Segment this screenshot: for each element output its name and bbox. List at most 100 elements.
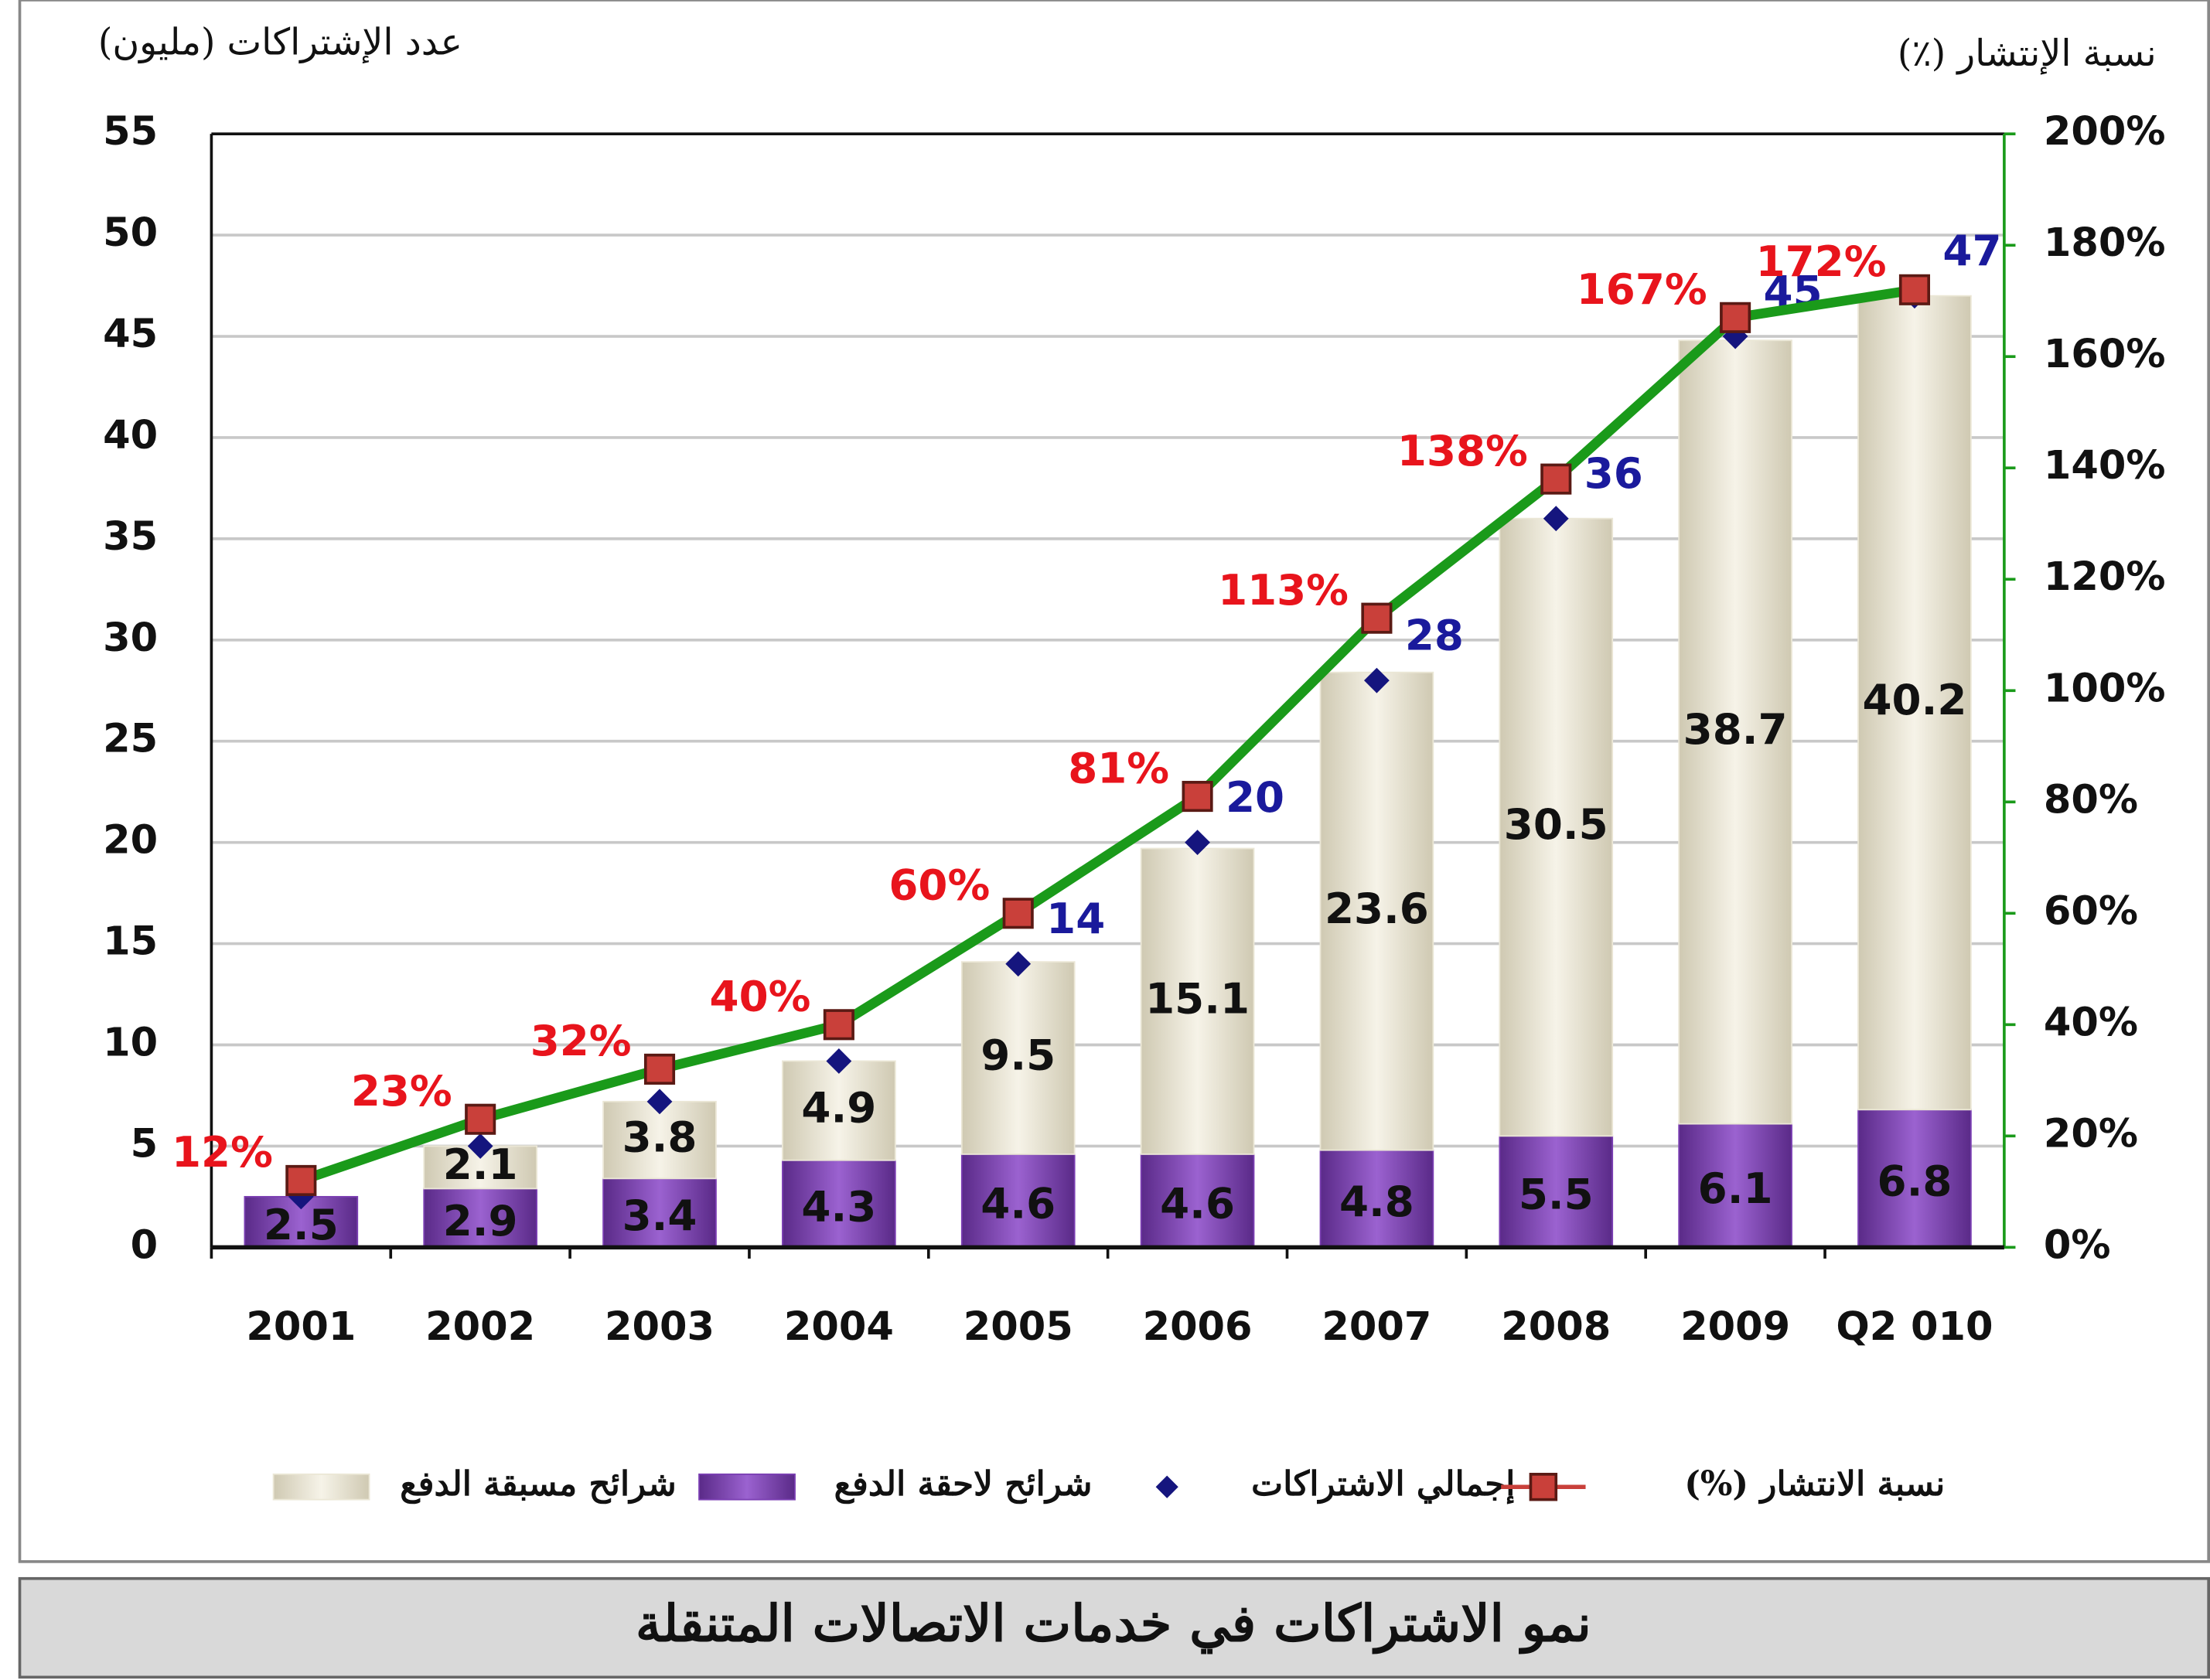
penetration-line: [299, 285, 1915, 1185]
penetration-value-label: 81%: [1068, 743, 1169, 792]
y-tick-label: 10: [103, 1020, 158, 1065]
penetration-marker: [643, 1053, 676, 1085]
y2-tick-label: 20%: [2044, 1111, 2138, 1157]
title-banner: [18, 1576, 2210, 1679]
y-tick-label: 55: [103, 109, 158, 155]
total-marker: [1543, 506, 1569, 532]
y2-tick-label: 0%: [2044, 1222, 2111, 1268]
penetration-marker: [1361, 602, 1393, 634]
penetration-marker: [823, 1009, 854, 1041]
penetration-value-label: 32%: [530, 1016, 632, 1065]
legend-marker: [1155, 1475, 1178, 1498]
x-tick-label: 2002: [425, 1304, 535, 1350]
y-tick-label: 20: [103, 818, 158, 864]
x-tick-label: 2003: [605, 1304, 714, 1350]
x-tick-label: Q2 010: [1836, 1304, 1993, 1350]
bar-segment: [960, 1153, 1076, 1249]
y-tick-label: 25: [103, 717, 158, 762]
bar-value-label: 40.2: [1863, 675, 1967, 724]
bar-value-label: 6.8: [1877, 1157, 1953, 1206]
penetration-marker: [1182, 781, 1213, 813]
legend-swatch: [698, 1473, 796, 1501]
penetration-value-label: 23%: [351, 1066, 452, 1116]
y-tick-label: 40: [103, 413, 158, 458]
total-value-label: 14: [1046, 894, 1105, 943]
y-tick-label: 15: [103, 919, 158, 965]
y-tick-label: 30: [103, 615, 158, 661]
chart-title: نمو الاشتراكات في خدمات الاتصالات المتنق…: [636, 1594, 1591, 1655]
bar-segment: [1499, 517, 1614, 1137]
bar-segment: [1678, 1123, 1792, 1249]
total-value-label: 36: [1584, 448, 1643, 498]
bar-value-label: 6.1: [1698, 1164, 1773, 1213]
bar-value-label: 3.8: [622, 1113, 697, 1162]
legend-label: نسبة الانتشار (%): [1684, 1464, 1945, 1505]
x-tick-label: 2009: [1680, 1304, 1790, 1350]
bar-segment: [602, 1177, 717, 1249]
y-tick-label: 50: [103, 210, 158, 256]
legend-swatch: [272, 1473, 370, 1501]
bar-value-label: 4.3: [801, 1181, 876, 1231]
total-value-label: 47: [1942, 226, 2001, 275]
penetration-value-label: 60%: [888, 860, 990, 910]
y2-tick-label: 200%: [2044, 109, 2166, 155]
bar-segment: [960, 961, 1076, 1155]
penetration-value-label: 12%: [172, 1127, 273, 1177]
y2-tick-label: 180%: [2044, 220, 2166, 266]
bar-value-label: 23.6: [1325, 884, 1429, 933]
y2-tick-label: 40%: [2044, 1000, 2138, 1045]
bar-value-label: 3.4: [622, 1191, 697, 1240]
x-tick-label: 2001: [246, 1304, 356, 1350]
y2-tick-label: 120%: [2044, 554, 2166, 600]
penetration-value-label: 113%: [1218, 565, 1349, 615]
penetration-marker: [1898, 274, 1931, 305]
y-axis-label: عدد الإشتراكات (مليون): [98, 21, 462, 63]
y2-tick-label: 100%: [2044, 666, 2166, 711]
bar-segment: [1678, 339, 1792, 1125]
bar-segment: [1319, 1149, 1434, 1249]
bar-segment: [1499, 1135, 1614, 1249]
penetration-value-label: 138%: [1397, 426, 1528, 475]
x-tick-label: 2008: [1501, 1304, 1611, 1350]
penetration-value-label: 40%: [710, 972, 811, 1021]
y2-tick-label: 140%: [2044, 443, 2166, 489]
penetration-marker: [1002, 898, 1034, 929]
legend-label: شرائح مسبقة الدفع: [400, 1464, 677, 1505]
y2-axis-label: نسبة الإنتشار (٪): [1898, 32, 2157, 75]
y2-tick-label: 60%: [2044, 888, 2138, 934]
penetration-marker: [285, 1164, 317, 1196]
legend-label: شرائح لاحقة الدفع: [834, 1464, 1093, 1505]
penetration-marker: [1720, 302, 1751, 333]
y-tick-label: 35: [103, 514, 158, 560]
total-marker: [646, 1089, 673, 1115]
bar-segment: [782, 1159, 896, 1249]
y-tick-label: 5: [131, 1121, 158, 1167]
bar-value-label: 4.8: [1339, 1177, 1414, 1226]
penetration-value-label: 167%: [1577, 264, 1707, 314]
x-tick-label: 2005: [963, 1304, 1073, 1350]
total-value-label: 28: [1405, 611, 1464, 660]
y2-tick-label: 160%: [2044, 332, 2166, 377]
x-tick-label: 2006: [1143, 1304, 1253, 1350]
y-tick-label: 45: [103, 312, 158, 357]
bar-value-label: 30.5: [1504, 799, 1608, 849]
bar-value-label: 9.5: [981, 1031, 1056, 1080]
penetration-value-label: 172%: [1756, 237, 1887, 286]
bar-value-label: 38.7: [1683, 704, 1788, 754]
bar-segment: [1140, 1153, 1255, 1249]
bar-value-label: 4.6: [1160, 1179, 1235, 1228]
penetration-marker: [1540, 463, 1572, 495]
legend-marker: [1529, 1473, 1558, 1501]
y-tick-label: 0: [131, 1222, 158, 1268]
penetration-marker: [465, 1103, 496, 1135]
frame: [18, 0, 2210, 1563]
x-tick-label: 2004: [784, 1304, 894, 1350]
bar-value-label: 5.5: [1519, 1170, 1594, 1219]
bar-segment: [1857, 1109, 1972, 1249]
legend-label: إجمالي الاشتراكات: [1251, 1464, 1515, 1505]
y2-tick-label: 80%: [2044, 777, 2138, 823]
total-value-label: 20: [1226, 772, 1284, 822]
bar-segment: [782, 1060, 896, 1161]
